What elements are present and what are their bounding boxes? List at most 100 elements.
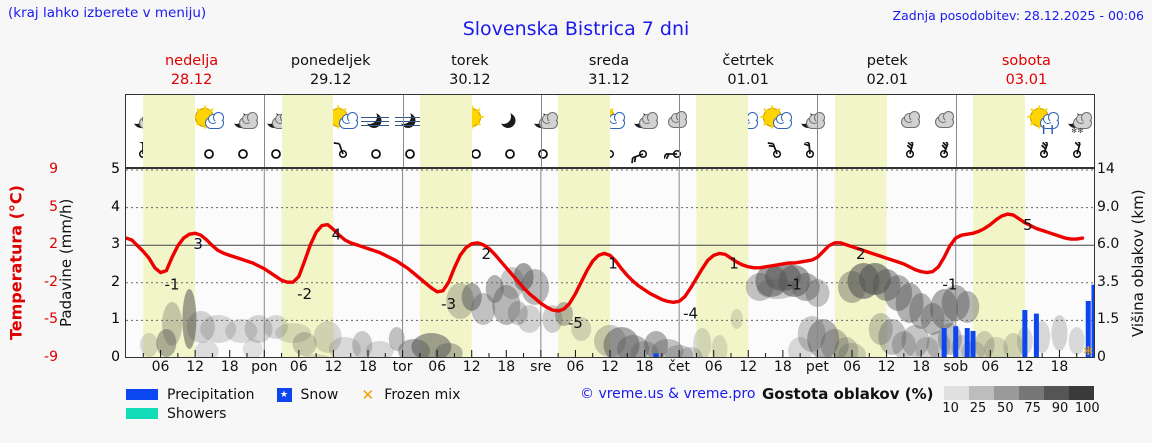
density-value-1: 25 bbox=[969, 401, 987, 416]
cloud-density-blob-64 bbox=[872, 269, 901, 301]
cloud-height-tick-4: 1.5 bbox=[1097, 311, 1120, 328]
precipitation-bar-6 bbox=[1033, 313, 1039, 357]
cloud-density-blob-55 bbox=[797, 316, 826, 352]
day-date: 30.12 bbox=[449, 72, 491, 88]
temperature-label-7: 1 bbox=[608, 254, 618, 272]
sky-icon-cell-6 bbox=[326, 96, 359, 141]
cloud-density-blob-1 bbox=[182, 289, 197, 349]
wind-barb-23 bbox=[894, 141, 927, 167]
time-tick-22: 18 bbox=[912, 359, 931, 375]
cloud-density-blob-6 bbox=[263, 315, 288, 339]
page-title: Slovenska Bistrica 7 dni bbox=[462, 18, 690, 40]
legend-showers-label: Showers bbox=[167, 405, 227, 422]
wind-barb-27 bbox=[1027, 141, 1060, 167]
temperature-label-13: 5 bbox=[1023, 216, 1033, 234]
day-name: ponedeljek bbox=[290, 53, 371, 69]
cloud-density-scale: 10 25 50 75 90 100 bbox=[942, 386, 1100, 416]
cloud-density-blob-26 bbox=[492, 285, 521, 325]
time-tick-11: sre bbox=[530, 359, 552, 375]
cloud-density-blob-17 bbox=[388, 327, 405, 351]
time-tick-3: pon bbox=[251, 359, 278, 375]
time-tick-1: 12 bbox=[186, 359, 205, 375]
sun-cloud-icon bbox=[328, 105, 358, 133]
day-date: 01.01 bbox=[727, 72, 769, 88]
temperature-label-3: 4 bbox=[332, 226, 342, 244]
day-header-3: sreda 31.12 bbox=[539, 52, 678, 92]
sky-icon-cell-16 bbox=[660, 96, 693, 141]
temperature-tick-3: -2 bbox=[44, 273, 58, 290]
moon-cloud-snow-icon: ✻✻ bbox=[1062, 105, 1093, 135]
cloud-density-tick-labels: 10 25 50 75 90 100 bbox=[937, 401, 1101, 416]
location-menu-note: (kraj lahko izberete v meniju) bbox=[8, 5, 207, 21]
daylight-band-0 bbox=[143, 95, 196, 167]
cloud-density-blob-65 bbox=[884, 275, 913, 311]
plot-daylight-band-6 bbox=[973, 169, 1025, 357]
density-value-3: 75 bbox=[1024, 401, 1041, 416]
cloud-density-blob-35 bbox=[554, 302, 573, 326]
time-tick-23: sob bbox=[943, 359, 969, 375]
day-date: 28.12 bbox=[170, 72, 213, 88]
precipitation-tick-5: 0 bbox=[111, 349, 120, 365]
wind-barb-24 bbox=[927, 141, 960, 167]
last-updated-text: Zadnja posodobitev: 28.12.2025 - 00:06 bbox=[892, 8, 1144, 23]
precipitation-bar-7 bbox=[1085, 300, 1091, 357]
cloud-density-blob-71 bbox=[955, 291, 980, 323]
cloud-density-blob-7 bbox=[275, 323, 312, 343]
day-name: četrtek bbox=[722, 53, 774, 69]
sky-icon-cell-19 bbox=[760, 96, 793, 141]
moon-cloud-icon bbox=[628, 105, 659, 133]
precipitation-bar-3 bbox=[964, 328, 970, 357]
time-tick-8: 06 bbox=[428, 359, 447, 375]
cloud-height-tick-0: 14 bbox=[1097, 161, 1115, 177]
sky-icon-cell-20 bbox=[794, 96, 827, 141]
forecast-plot[interactable]: ✻3-1-24-32-51-41-12-151 bbox=[125, 168, 1095, 358]
cloud-density-blob-40 bbox=[644, 331, 669, 357]
cloud-density-blob-57 bbox=[820, 329, 849, 357]
moon-fog-icon bbox=[361, 105, 391, 133]
time-tick-9: 12 bbox=[462, 359, 481, 375]
day-header-4: četrtek 01.01 bbox=[679, 52, 818, 92]
cloud-density-blob-8 bbox=[140, 333, 159, 357]
temperature-axis-ticks: 9 5 2 -2 -5 -9 bbox=[24, 161, 58, 365]
sky-icon-cell-27: ❙❙ bbox=[1027, 96, 1060, 141]
density-step-0 bbox=[944, 386, 969, 400]
precipitation-bar-1 bbox=[941, 328, 947, 357]
precipitation-bar-0 bbox=[653, 353, 659, 357]
wind-barb-6 bbox=[326, 141, 359, 167]
wind-barb-4 bbox=[260, 141, 293, 167]
precipitation-tick-3: 2 bbox=[111, 273, 120, 290]
temperature-tick-4: -5 bbox=[44, 311, 58, 328]
temperature-axis-title: Temperatura (°C) bbox=[6, 185, 26, 341]
cloud-density-blob-0 bbox=[162, 302, 183, 346]
day-name: sobota bbox=[1001, 53, 1051, 69]
cloud-density-blob-11 bbox=[242, 339, 263, 357]
sun-cloud-icon bbox=[194, 105, 225, 133]
cloud-density-blob-44 bbox=[571, 317, 592, 341]
daylight-band-6 bbox=[973, 95, 1025, 167]
legend-snow-label: Snow bbox=[300, 386, 339, 403]
day-separator-4 bbox=[679, 95, 681, 167]
time-tick-13: 12 bbox=[601, 359, 619, 375]
site-credit[interactable]: © vreme.us & vreme.pro bbox=[580, 386, 756, 402]
time-tick-2: 18 bbox=[220, 359, 239, 375]
chart-legend: Precipitation ★ Snow ✕ Frozen mix Shower… bbox=[126, 385, 546, 423]
day-date: 03.01 bbox=[1005, 72, 1048, 88]
cloud-density-blob-16 bbox=[365, 341, 394, 357]
temperature-label-6: -5 bbox=[568, 314, 583, 332]
daylight-band-1 bbox=[281, 95, 334, 167]
cloud-height-axis-title: Višina oblakov (km) bbox=[1129, 189, 1147, 337]
density-step-5 bbox=[1069, 386, 1094, 400]
cloud-density-blob-37 bbox=[603, 327, 640, 357]
wind-barb-2 bbox=[193, 141, 226, 167]
density-step-4 bbox=[1044, 386, 1069, 400]
day-date: 31.12 bbox=[588, 72, 630, 88]
cloud-density-blob-46 bbox=[711, 335, 728, 357]
cloud-density-blob-12 bbox=[292, 332, 317, 356]
cloud-density-blob-13 bbox=[313, 321, 342, 353]
time-tick-14: 18 bbox=[635, 359, 654, 375]
time-tick-24: 06 bbox=[981, 359, 1000, 375]
cloud-density-blob-19 bbox=[411, 333, 452, 357]
time-tick-17: 12 bbox=[739, 359, 758, 375]
temperature-tick-5: -9 bbox=[44, 349, 58, 365]
cloud-density-blob-51 bbox=[778, 265, 811, 297]
